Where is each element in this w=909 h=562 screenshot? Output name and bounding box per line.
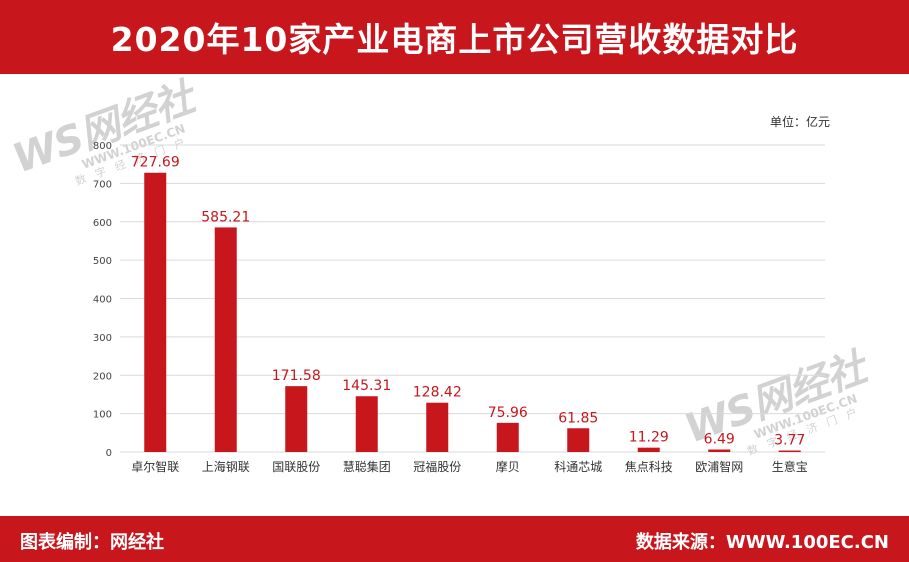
x-tick-label: 上海钢联 xyxy=(202,459,250,474)
bar xyxy=(496,422,519,452)
bar xyxy=(567,428,590,452)
y-tick-label: 200 xyxy=(93,371,112,382)
footer-source: 数据来源：WWW.100EC.CN xyxy=(635,532,889,553)
data-label: 61.85 xyxy=(558,410,598,426)
y-tick-label: 300 xyxy=(93,333,112,344)
data-label: 6.49 xyxy=(704,432,735,448)
footer-banner: 图表编制：网经社 数据来源：WWW.100EC.CN xyxy=(0,516,909,562)
data-label: 3.77 xyxy=(774,433,805,449)
bar xyxy=(144,172,167,452)
footer-credit: 图表编制：网经社 xyxy=(20,532,164,553)
data-label: 75.96 xyxy=(488,405,528,421)
bar xyxy=(637,447,660,452)
unit-label: 单位：亿元 xyxy=(769,115,830,129)
x-tick-label: 焦点科技 xyxy=(625,460,673,474)
data-label: 171.58 xyxy=(272,368,321,384)
chart-title-banner: 2020年10家产业电商上市公司营收数据对比 xyxy=(0,0,909,74)
x-tick-label: 摩贝 xyxy=(496,459,520,474)
bar xyxy=(708,449,731,452)
bar xyxy=(355,396,378,452)
bar xyxy=(285,386,308,452)
y-tick-label: 0 xyxy=(106,448,112,459)
y-tick-label: 700 xyxy=(93,179,112,190)
bar xyxy=(778,450,801,452)
y-tick-label: 400 xyxy=(93,295,112,306)
x-tick-label: 欧浦智网 xyxy=(695,459,743,474)
data-label: 11.29 xyxy=(629,430,669,446)
data-label: 128.42 xyxy=(413,385,462,401)
x-tick-label: 生意宝 xyxy=(772,459,808,474)
data-label: 727.69 xyxy=(131,155,180,171)
y-tick-label: 800 xyxy=(93,141,112,152)
x-tick-label: 冠福股份 xyxy=(413,459,461,474)
data-label: 585.21 xyxy=(201,209,250,225)
bar xyxy=(426,402,449,452)
x-tick-label: 卓尔智联 xyxy=(131,459,179,474)
bar xyxy=(214,227,237,452)
chart-title: 2020年10家产业电商上市公司营收数据对比 xyxy=(110,20,799,59)
y-tick-label: 500 xyxy=(93,256,112,267)
y-tick-label: 100 xyxy=(93,410,112,421)
x-tick-label: 国联股份 xyxy=(272,460,320,474)
data-label: 145.31 xyxy=(342,378,391,394)
x-tick-label: 科通芯城 xyxy=(554,460,602,474)
x-tick-label: 慧聪集团 xyxy=(343,459,391,474)
y-tick-label: 600 xyxy=(93,218,112,229)
